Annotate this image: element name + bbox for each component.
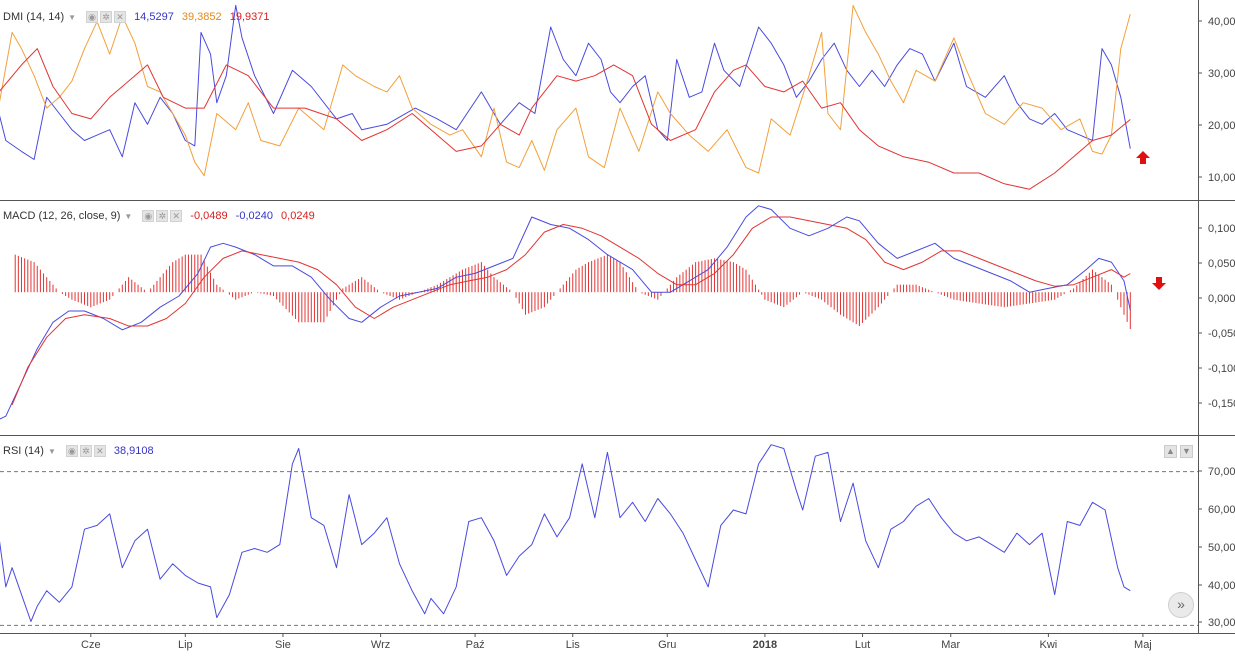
rsi-y-tick-label: 70,000 xyxy=(1208,466,1235,478)
eye-icon[interactable]: ◉ xyxy=(142,210,155,222)
x-tick-label: Kwi xyxy=(1040,639,1058,651)
x-tick-label: Paź xyxy=(466,639,485,651)
scroll-to-realtime-button[interactable]: » xyxy=(1168,592,1194,618)
dmi-y-tick-label: 30,000 xyxy=(1208,68,1235,80)
dmi-pane: 40,000 30,000 20,000 10,000 xyxy=(0,4,1235,201)
x-tick-label: Wrz xyxy=(371,639,390,651)
macd-title: MACD (12, 26, close, 9) xyxy=(3,210,121,222)
dmi-menu-caret[interactable]: ▼ xyxy=(68,12,77,22)
arrow-down-icon[interactable]: ▼ xyxy=(1180,445,1193,458)
dmi-y-tick-label: 10,000 xyxy=(1208,172,1235,184)
dmi-series-line-2 xyxy=(0,48,1131,190)
dmi-series-line-1 xyxy=(0,4,1131,177)
rsi-value: 38,9108 xyxy=(113,445,154,457)
rsi-pane: 70,000 60,000 50,000 40,000 30,000 xyxy=(0,444,1235,634)
x-tick-label: Gru xyxy=(658,639,676,651)
macd-series-line-0 xyxy=(0,205,1131,420)
rsi-y-tick-label: 60,000 xyxy=(1208,504,1235,516)
rsi-y-tick-label: 40,000 xyxy=(1208,580,1235,592)
macd-menu-caret[interactable]: ▼ xyxy=(124,211,133,221)
x-tick-label: 2018 xyxy=(753,639,777,651)
macd-legend: MACD (12, 26, close, 9) ▼ ◉ ✲ ✕ -0,0489 … xyxy=(3,208,315,224)
annotations xyxy=(1136,151,1166,290)
gear-icon[interactable]: ✲ xyxy=(156,210,169,222)
rsi-pane-controls: ▲ ▼ xyxy=(1164,445,1193,458)
arrow-down-icon xyxy=(1152,277,1166,290)
macd-pane: 0,100 0,050 0,000 -0,050 -0,100 -0,150 xyxy=(0,205,1235,436)
macd-line-value: -0,0240 xyxy=(235,210,273,222)
x-tick-label: Cze xyxy=(81,639,101,651)
macd-signal-value: 0,0249 xyxy=(281,210,315,222)
macd-y-tick-label: 0,100 xyxy=(1208,223,1235,235)
dmi-y-tick-label: 40,000 xyxy=(1208,16,1235,28)
rsi-series-line-0 xyxy=(0,444,1131,622)
rsi-y-tick-label: 50,000 xyxy=(1208,542,1235,554)
x-tick-label: Lut xyxy=(855,639,870,651)
rsi-legend: RSI (14) ▼ ◉ ✲ ✕ 38,9108 xyxy=(3,443,154,459)
arrow-up-icon[interactable]: ▲ xyxy=(1164,445,1177,458)
dmi-legend: DMI (14, 14) ▼ ◉ ✲ ✕ 14,5297 39,3852 19,… xyxy=(3,9,269,25)
gear-icon[interactable]: ✲ xyxy=(79,445,92,457)
dmi-adx-value: 19,9371 xyxy=(229,11,270,23)
macd-y-tick-label: -0,150 xyxy=(1208,398,1235,410)
dmi-series-line-0 xyxy=(0,4,1131,160)
close-icon[interactable]: ✕ xyxy=(114,11,127,23)
close-icon[interactable]: ✕ xyxy=(93,445,106,457)
x-tick-label: Mar xyxy=(941,639,960,651)
gear-icon[interactable]: ✲ xyxy=(100,11,113,23)
eye-icon[interactable]: ◉ xyxy=(86,11,99,23)
x-tick-label: Sie xyxy=(275,639,291,651)
macd-series-line-1 xyxy=(11,216,1131,406)
x-tick-label: Maj xyxy=(1134,639,1152,651)
macd-hist-value: -0,0489 xyxy=(190,210,228,222)
dmi-plus-di-value: 14,5297 xyxy=(134,11,174,23)
dmi-y-tick-label: 20,000 xyxy=(1208,120,1235,132)
rsi-y-tick-label: 30,000 xyxy=(1208,617,1235,629)
rsi-title: RSI (14) xyxy=(3,445,44,457)
macd-y-tick-label: 0,000 xyxy=(1208,293,1235,305)
macd-y-tick-label: 0,050 xyxy=(1208,258,1235,270)
macd-y-tick-label: -0,050 xyxy=(1208,328,1235,340)
dmi-title: DMI (14, 14) xyxy=(3,11,65,23)
arrow-up-icon xyxy=(1136,151,1150,164)
x-tick-label: Lis xyxy=(566,639,581,651)
x-axis: Cze Lip Sie Wrz Paź Lis Gru 2018 Lut Mar Kwi Maj xyxy=(81,633,1152,651)
eye-icon[interactable]: ◉ xyxy=(65,445,78,457)
macd-histogram xyxy=(14,254,1131,330)
macd-y-tick-label: -0,100 xyxy=(1208,363,1235,375)
x-tick-label: Lip xyxy=(178,639,193,651)
close-icon[interactable]: ✕ xyxy=(170,210,183,222)
dmi-minus-di-value: 39,3852 xyxy=(181,11,222,23)
rsi-menu-caret[interactable]: ▼ xyxy=(47,446,56,456)
